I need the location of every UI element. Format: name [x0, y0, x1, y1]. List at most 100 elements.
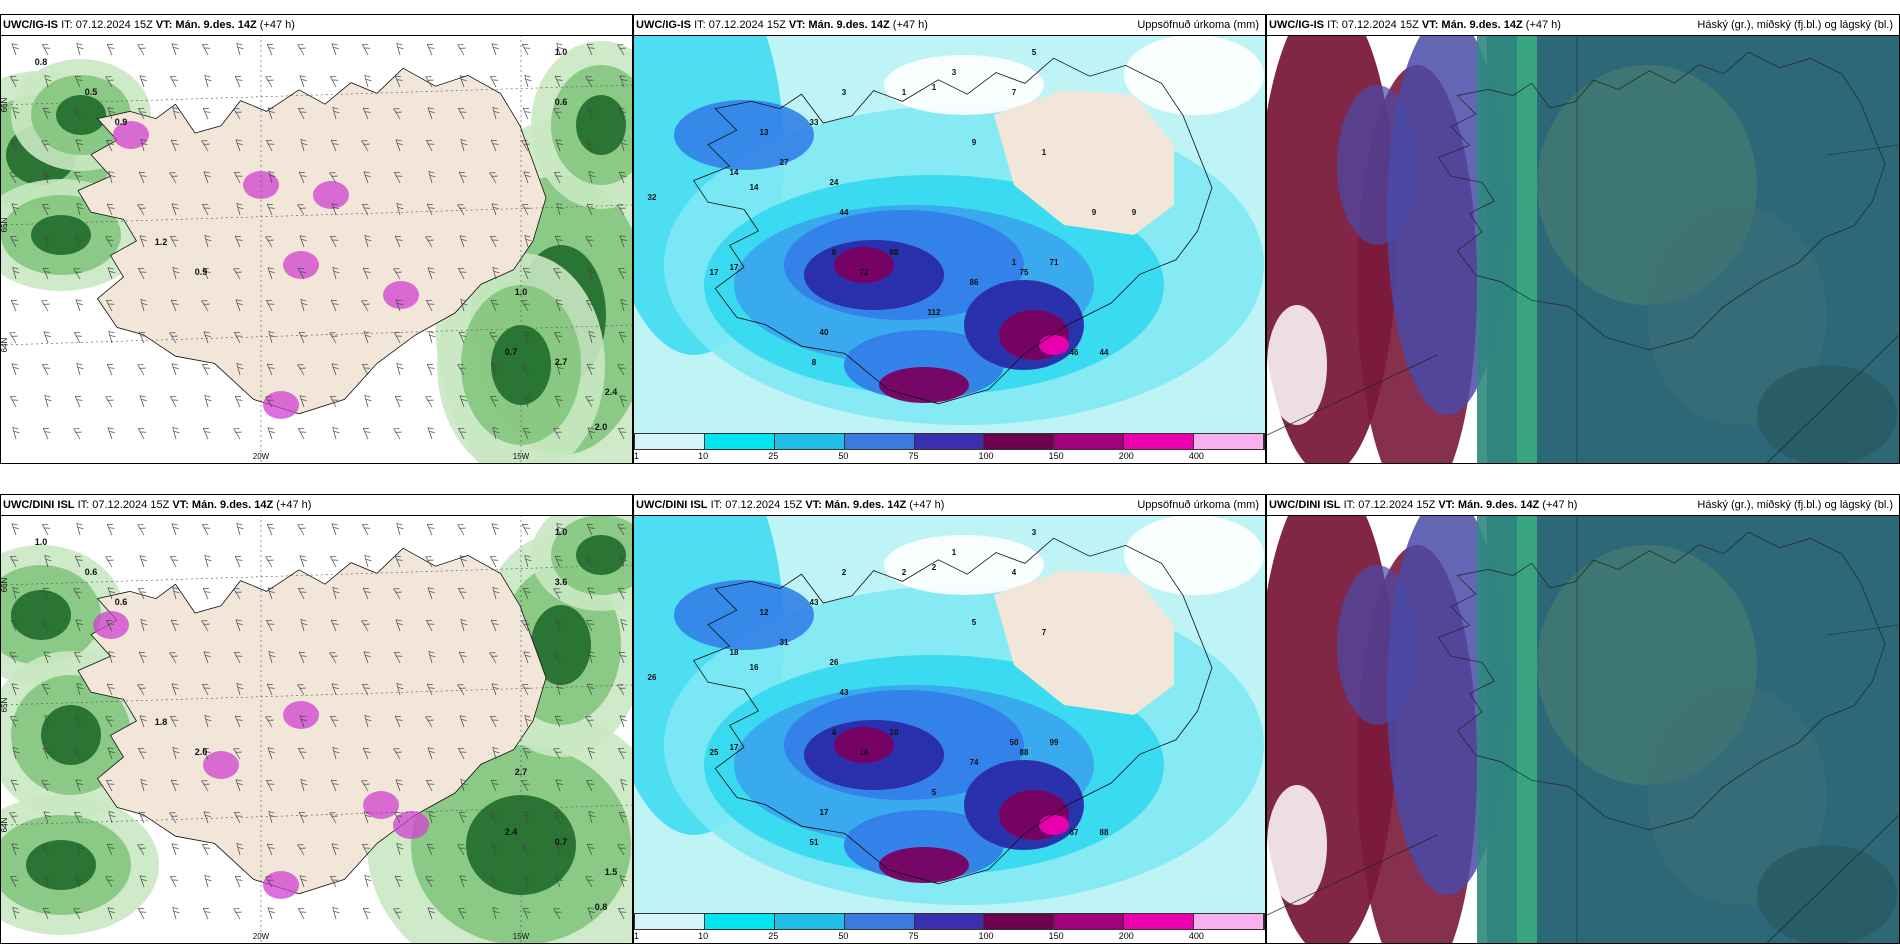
wind-barb-flag: [235, 75, 241, 78]
wind-barb: [393, 748, 402, 760]
wind-barb: [265, 716, 274, 728]
wind-barb-staff: [105, 556, 113, 568]
wind-barb-flag: [201, 140, 208, 142]
wind-barb-flag: [44, 555, 51, 558]
wind-barb-flag: [555, 911, 562, 913]
wind-barb-staff: [362, 364, 369, 376]
gust-value: 0.9: [115, 117, 128, 127]
wind-barb-flag: [107, 879, 114, 881]
wind-barb-staff: [332, 267, 337, 280]
wind-barb-flag: [364, 591, 371, 593]
wind-barb: [555, 619, 564, 632]
wind-barb: [490, 299, 499, 312]
wind-barb-flag: [557, 526, 564, 530]
low-cloud: [1517, 515, 1537, 943]
wind-barb-flag: [172, 559, 179, 561]
iceland-land: [77, 67, 547, 415]
wind-barb-flag: [171, 335, 178, 337]
wind-barb-staff: [524, 555, 529, 568]
gust-value: 2.0: [195, 747, 208, 757]
wind-barb-flag: [588, 331, 595, 334]
wind-barb-flag: [492, 783, 499, 785]
wind-barb-flag: [171, 779, 177, 782]
wind-barb-flag: [235, 139, 242, 142]
wind-barb-staff: [266, 140, 273, 152]
wind-barb: [74, 75, 83, 88]
wind-barb-staff: [425, 396, 433, 408]
wind-barb-flag: [587, 107, 594, 110]
wind-barb-flag: [362, 44, 369, 46]
wind-barb-flag: [362, 524, 369, 526]
wind-barb: [298, 748, 307, 760]
gust-field: [363, 791, 399, 819]
wind-barb-flag: [202, 204, 209, 206]
wind-barb-staff: [554, 395, 561, 408]
wind-barb: [41, 140, 50, 152]
wind-barb: [524, 875, 532, 888]
wind-barb: [459, 875, 468, 888]
wind-barb-flag: [525, 655, 532, 657]
wind-barb-staff: [588, 651, 593, 664]
init-time: IT: 07.12.2024 15Z: [710, 499, 803, 511]
wind-barb-staff: [297, 204, 305, 216]
wind-barb: [172, 907, 180, 920]
wind-barb-flag: [45, 558, 52, 562]
wind-barb-staff: [204, 555, 209, 568]
wind-barb-flag: [333, 47, 340, 49]
wind-barb-staff: [137, 844, 145, 856]
wind-barb: [362, 267, 371, 280]
wind-barb-flag: [44, 235, 51, 238]
wind-barb-staff: [299, 875, 305, 888]
wind-barb: [586, 300, 595, 312]
wind-barb-staff: [331, 683, 337, 696]
wind-barb-flag: [173, 430, 180, 434]
wind-barb-flag: [140, 591, 147, 593]
wind-barb-staff: [426, 43, 433, 56]
wind-barb-flag: [522, 844, 529, 846]
wind-barb-flag: [522, 364, 529, 366]
wind-barb-flag: [44, 367, 51, 369]
wind-barb-flag: [330, 556, 337, 558]
wind-barb-flag: [429, 334, 436, 338]
wind-barb-flag: [525, 238, 532, 242]
wind-barb-flag: [365, 718, 372, 722]
wind-barb-flag: [300, 111, 307, 113]
wind-barb: [460, 779, 468, 792]
wind-barb: [140, 299, 148, 312]
wind-barb-flag: [397, 46, 404, 50]
wind-barb: [170, 396, 179, 408]
wind-barb-flag: [13, 207, 20, 209]
wind-barb-staff: [108, 331, 113, 344]
wind-barb-staff: [425, 556, 433, 568]
wind-barb-flag: [236, 399, 243, 401]
wind-barb-staff: [427, 267, 433, 280]
wind-barb-flag: [137, 44, 144, 46]
wind-barb-flag: [489, 652, 496, 654]
wind-barb: [585, 236, 594, 248]
wind-barb-flag: [76, 843, 83, 846]
wind-barb: [235, 779, 244, 792]
wind-barb-flag: [203, 331, 210, 334]
wind-barb-flag: [428, 687, 435, 689]
wind-barb-flag: [44, 111, 51, 113]
wind-barb-staff: [11, 683, 17, 696]
precip-value: 43: [810, 598, 819, 607]
wind-barb-flag: [588, 303, 595, 305]
wind-barb-flag: [395, 235, 401, 238]
wind-barb-staff: [138, 171, 145, 184]
wind-barb-flag: [395, 111, 402, 113]
wind-barb-staff: [236, 203, 241, 216]
wind-barb-flag: [75, 75, 81, 78]
wind-barb-flag: [619, 687, 626, 689]
wind-barb-flag: [107, 399, 114, 401]
wind-barb-staff: [74, 652, 81, 664]
wind-barb: [74, 395, 83, 408]
wind-barb-flag: [141, 239, 148, 241]
wind-barb-staff: [362, 204, 369, 216]
wind-barb: [298, 908, 307, 920]
wind-barb-staff: [490, 76, 497, 88]
wind-barb-flag: [268, 783, 275, 785]
legend-color-step: [1194, 914, 1265, 929]
wind-barb: [10, 556, 19, 568]
wind-barb-staff: [459, 715, 465, 728]
